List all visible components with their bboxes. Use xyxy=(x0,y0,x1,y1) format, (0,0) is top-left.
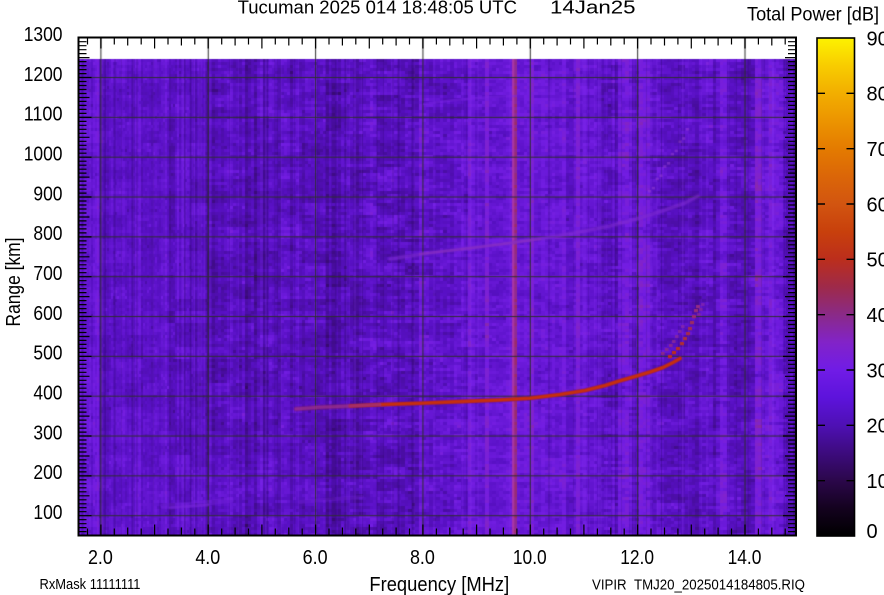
svg-text:8.0: 8.0 xyxy=(410,547,435,569)
svg-text:40: 40 xyxy=(867,305,884,327)
svg-text:60: 60 xyxy=(867,194,884,216)
svg-text:10: 10 xyxy=(867,471,884,493)
svg-text:100: 100 xyxy=(33,502,62,524)
svg-text:Range [km]: Range [km] xyxy=(3,238,25,327)
svg-text:1200: 1200 xyxy=(24,64,63,86)
svg-text:1000: 1000 xyxy=(24,144,63,166)
svg-text:700: 700 xyxy=(33,263,62,285)
svg-text:RxMask 11111111: RxMask 11111111 xyxy=(40,576,141,593)
svg-text:14Jan25: 14Jan25 xyxy=(550,0,636,17)
svg-text:20: 20 xyxy=(867,416,884,438)
svg-text:50: 50 xyxy=(867,250,884,272)
svg-text:400: 400 xyxy=(33,383,62,405)
svg-text:300: 300 xyxy=(33,422,62,444)
svg-text:10.0: 10.0 xyxy=(513,547,547,569)
svg-text:Total Power [dB]: Total Power [dB] xyxy=(747,3,879,25)
svg-text:12.0: 12.0 xyxy=(620,547,654,569)
svg-text:1300: 1300 xyxy=(24,24,63,46)
svg-text:90: 90 xyxy=(867,28,884,50)
svg-text:600: 600 xyxy=(33,303,62,325)
svg-text:2.0: 2.0 xyxy=(88,547,113,569)
svg-text:70: 70 xyxy=(867,139,884,161)
svg-text:6.0: 6.0 xyxy=(303,547,328,569)
svg-text:1100: 1100 xyxy=(24,104,63,126)
svg-text:VIPIR TMJ20_2025014184805.RIQ: VIPIR TMJ20_2025014184805.RIQ xyxy=(592,576,805,593)
svg-text:0: 0 xyxy=(867,521,878,543)
svg-text:14.0: 14.0 xyxy=(728,547,762,569)
svg-text:800: 800 xyxy=(33,223,62,245)
svg-text:80: 80 xyxy=(867,84,884,106)
svg-text:Frequency [MHz]: Frequency [MHz] xyxy=(369,574,509,595)
svg-text:200: 200 xyxy=(33,462,62,484)
svg-text:900: 900 xyxy=(33,183,62,205)
svg-text:4.0: 4.0 xyxy=(195,547,220,569)
svg-text:500: 500 xyxy=(33,343,62,365)
svg-text:30: 30 xyxy=(867,360,884,382)
svg-text:Tucuman 2025 014 18:48:05 UTC: Tucuman 2025 014 18:48:05 UTC xyxy=(238,0,517,17)
